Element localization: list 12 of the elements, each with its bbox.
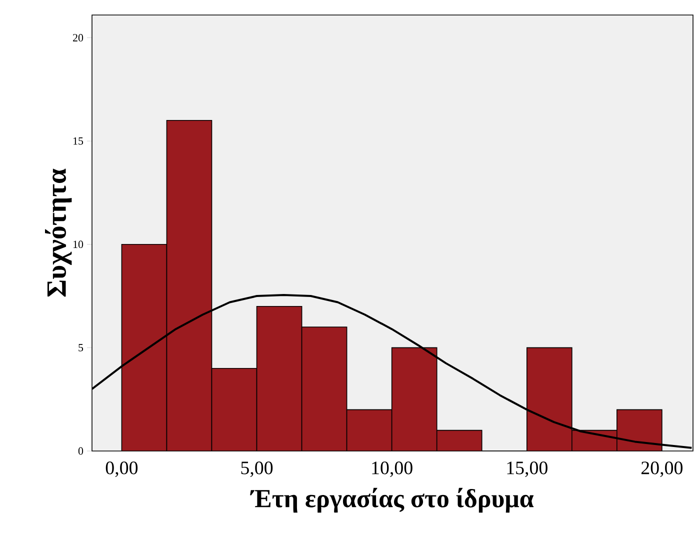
y-tick-label: 20 (73, 34, 84, 42)
x-tick-label: 20,00 (641, 462, 683, 478)
y-tick-label: 10 (73, 240, 84, 248)
y-tick-label: 5 (78, 344, 84, 352)
x-tick-label: 5,00 (241, 462, 273, 478)
y-tick-label: 0 (78, 447, 84, 455)
y-tick-label: 15 (73, 137, 84, 145)
y-axis-title: Συχνότητα (45, 168, 72, 297)
x-tick-label: 10,00 (372, 462, 412, 478)
x-tick-label: 15,00 (507, 462, 548, 478)
x-tick-label: 0,00 (106, 462, 138, 478)
x-axis-title: Έτη εργασίας στο ίδρυμα (250, 488, 534, 513)
